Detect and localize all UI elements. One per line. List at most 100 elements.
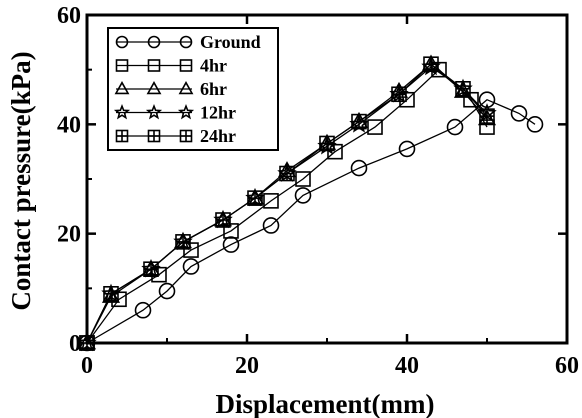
marker-shape <box>398 140 416 158</box>
data-point <box>319 135 335 152</box>
data-point <box>247 190 263 206</box>
legend-label: 6hr <box>200 79 227 99</box>
marker-shape <box>295 171 311 187</box>
marker-shape <box>262 217 280 234</box>
marker-shape <box>263 193 279 209</box>
legend-marker <box>178 81 194 95</box>
marker-shape <box>178 81 194 95</box>
legend-marker <box>179 35 193 49</box>
legend-marker <box>115 35 129 49</box>
x-axis-title: Displacement(mm) <box>216 389 435 418</box>
legend-item: 6hr <box>114 79 227 99</box>
data-point <box>263 193 279 209</box>
legend-marker <box>147 35 161 49</box>
data-point <box>143 261 159 278</box>
data-point <box>479 108 495 124</box>
legend-item: 24hr <box>115 126 236 146</box>
marker-shape <box>145 103 163 120</box>
legend-marker <box>177 103 195 120</box>
x-tick-label: 0 <box>81 353 93 379</box>
legend-marker <box>146 81 162 95</box>
data-point <box>294 187 312 204</box>
data-point <box>215 212 231 228</box>
marker-shape <box>146 81 162 95</box>
marker-shape <box>367 119 383 135</box>
marker-shape <box>223 223 239 239</box>
marker-shape <box>399 91 415 108</box>
data-point <box>398 140 416 158</box>
marker-shape <box>147 35 161 49</box>
marker-shape <box>134 301 152 319</box>
data-point <box>158 282 176 300</box>
data-point <box>399 91 415 108</box>
legend-marker <box>179 129 193 143</box>
marker-shape <box>113 103 131 120</box>
data-point <box>391 86 407 103</box>
series-ground <box>78 91 544 352</box>
marker-shape <box>182 258 200 275</box>
data-point <box>295 171 311 187</box>
data-point <box>455 81 471 97</box>
data-point <box>183 242 199 258</box>
marker-shape <box>327 143 343 160</box>
data-point <box>446 118 464 136</box>
legend: Ground 4hr 6hr 12hr 24hr <box>107 27 279 151</box>
marker-shape <box>463 91 479 108</box>
y-tick-label: 20 <box>57 222 81 248</box>
legend-item: Ground <box>115 32 261 52</box>
marker-shape <box>183 242 199 258</box>
marker-shape <box>526 116 544 133</box>
data-point <box>463 91 479 108</box>
legend-label: Ground <box>200 32 261 52</box>
data-point <box>79 335 95 351</box>
legend-marker <box>145 103 163 120</box>
marker-shape <box>294 187 312 204</box>
data-point <box>111 291 127 308</box>
data-point <box>223 223 239 239</box>
x-tick-label: 20 <box>235 353 259 379</box>
legend-marker <box>113 103 131 120</box>
data-point <box>367 119 383 135</box>
data-point <box>182 258 200 275</box>
marker-shape <box>115 59 129 72</box>
legend-marker <box>147 129 161 143</box>
data-point <box>350 159 368 177</box>
legend-marker <box>179 59 193 72</box>
marker-shape <box>350 159 368 177</box>
legend-item: 4hr <box>115 56 227 76</box>
data-point <box>134 301 152 319</box>
legend-marker <box>115 129 129 143</box>
y-axis-title: Contact pressure(kPa) <box>6 51 36 310</box>
x-tick-label: 40 <box>395 353 419 379</box>
x-tick-label: 60 <box>555 353 579 379</box>
legend-label: 4hr <box>200 56 227 76</box>
y-tick-label: 40 <box>57 112 81 138</box>
data-point <box>526 116 544 133</box>
marker-shape <box>115 35 129 49</box>
series-24hr <box>79 56 495 351</box>
data-point <box>262 217 280 234</box>
data-point <box>423 56 439 73</box>
data-point <box>510 105 528 122</box>
marker-shape <box>158 282 176 300</box>
legend-label: 12hr <box>200 103 236 123</box>
data-point <box>175 234 191 250</box>
y-tick-label: 0 <box>69 331 81 357</box>
data-point <box>103 285 119 302</box>
legend-item: 12hr <box>113 103 236 123</box>
legend-marker <box>115 59 129 72</box>
data-point <box>279 165 295 182</box>
marker-shape <box>222 236 240 253</box>
marker-shape <box>114 81 130 95</box>
marker-shape <box>111 291 127 308</box>
data-point <box>351 113 367 130</box>
marker-shape <box>179 35 193 49</box>
marker-shape <box>179 59 193 72</box>
legend-marker <box>147 59 161 72</box>
marker-shape <box>147 59 161 72</box>
y-tick-label: 60 <box>57 3 81 29</box>
marker-shape <box>510 105 528 122</box>
marker-shape <box>446 118 464 136</box>
data-point <box>327 143 343 160</box>
